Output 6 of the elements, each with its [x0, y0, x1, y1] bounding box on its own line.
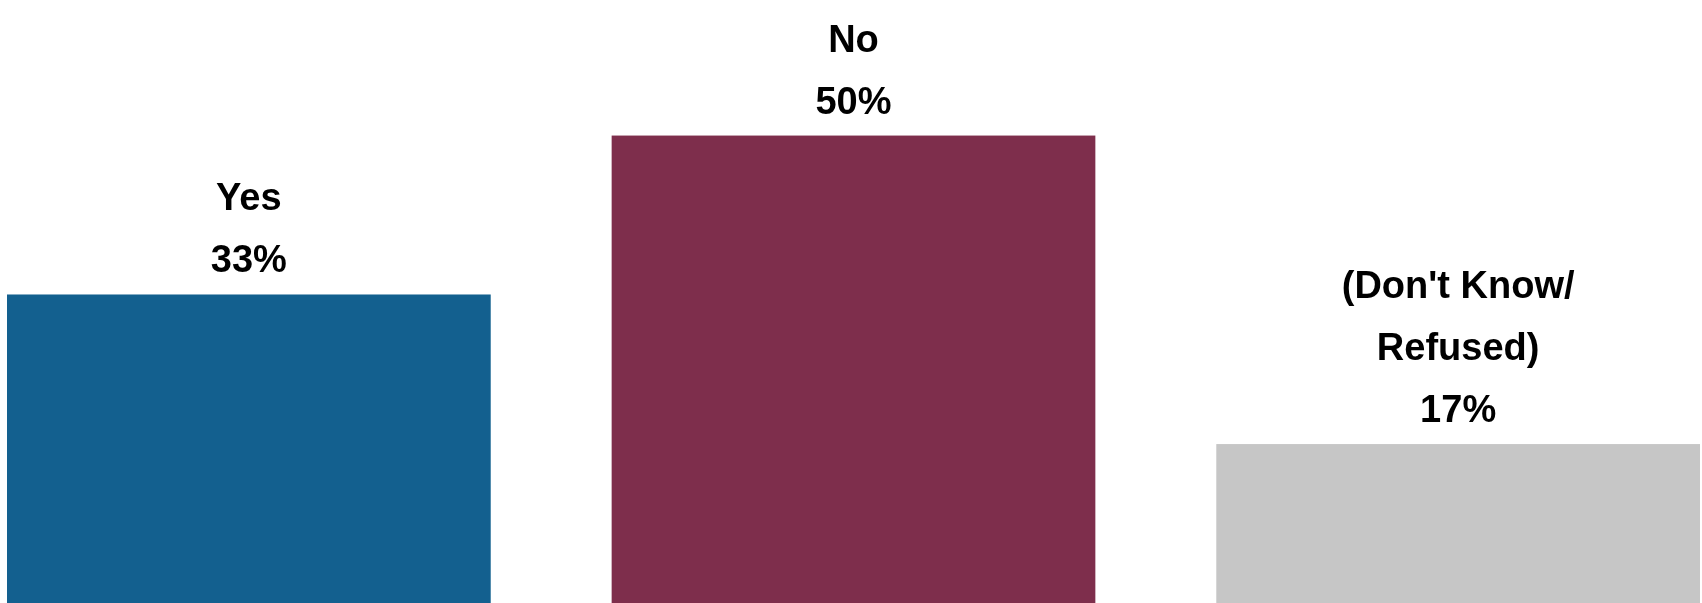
x-tick-label: (Don't Know/ Refused) [1341, 264, 1575, 369]
data-label: 33% [210, 238, 287, 281]
data-label: 50% [815, 79, 892, 122]
x-tick-label: Yes [216, 176, 282, 219]
data-label: 17% [1420, 388, 1497, 431]
x-tick-label: No [828, 17, 879, 60]
